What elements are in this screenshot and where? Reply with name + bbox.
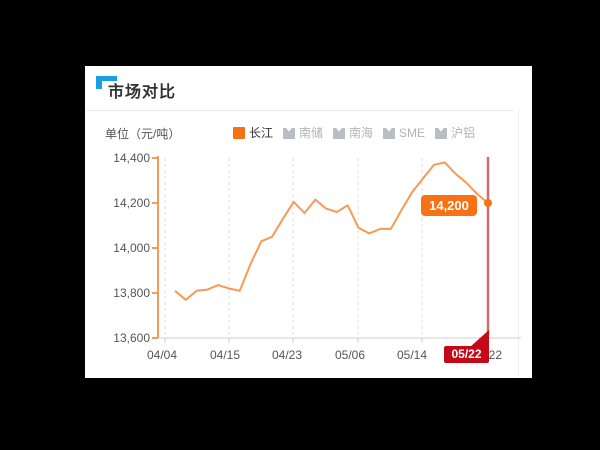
legend-notched-square-icon <box>435 127 448 139</box>
legend-item-sme[interactable]: SME <box>383 126 425 140</box>
legend-item-hulv[interactable]: 沪铝 <box>435 124 475 141</box>
vertical-gridlines <box>164 158 423 338</box>
x-axis-ticks <box>164 338 488 343</box>
legend-label: 南储 <box>299 126 324 140</box>
y-tick-label: 13,600 <box>113 331 150 345</box>
legend-item-nanchu[interactable]: 南储 <box>283 124 323 141</box>
date-pointer-badge: 05/22 <box>444 346 489 363</box>
legend-label: 长江 <box>249 126 274 140</box>
legend-notched-square-icon <box>383 127 396 139</box>
x-tick-label: 04/04 <box>146 348 178 362</box>
y-tick-label: 13,800 <box>113 286 150 300</box>
legend-square-icon <box>233 126 245 139</box>
card-right-hairline <box>518 110 519 378</box>
legend-item-changjiang[interactable]: 长江 <box>233 124 273 141</box>
legend-label: 南海 <box>349 126 374 140</box>
value-tooltip-badge: 14,200 <box>421 195 477 216</box>
legend-notched-square-icon <box>333 127 346 139</box>
x-tick-label: 05/14 <box>396 348 428 362</box>
series-line <box>174 161 489 301</box>
legend-label: SME <box>399 125 426 140</box>
header-divider <box>85 110 513 111</box>
page-title: 市场对比 <box>108 84 177 101</box>
y-tick-label: 14,200 <box>113 196 150 210</box>
legend-label: 沪铝 <box>451 126 476 140</box>
axis-pointer-flare <box>470 330 489 347</box>
y-tick-label: 14,400 <box>113 151 150 165</box>
y-axis-ticks <box>152 157 158 339</box>
chart-legend: 长江 南储 南海 SME 沪铝 <box>233 124 475 141</box>
legend-item-nanhai[interactable]: 南海 <box>333 124 373 141</box>
market-compare-card: 市场对比 单位（元/吨） 长江 南储 南海 SME 沪铝 <box>85 66 532 378</box>
last-point-marker <box>484 199 492 207</box>
x-tick-label: 04/15 <box>209 348 241 362</box>
unit-label: 单位（元/吨） <box>105 127 181 141</box>
y-tick-label: 14,000 <box>113 241 150 255</box>
x-tick-label: 05/06 <box>334 348 366 362</box>
title-corner-icon <box>96 76 117 89</box>
legend-notched-square-icon <box>283 127 296 139</box>
line-chart-plot-area[interactable] <box>85 66 532 378</box>
x-tick-label: 04/23 <box>271 348 303 362</box>
